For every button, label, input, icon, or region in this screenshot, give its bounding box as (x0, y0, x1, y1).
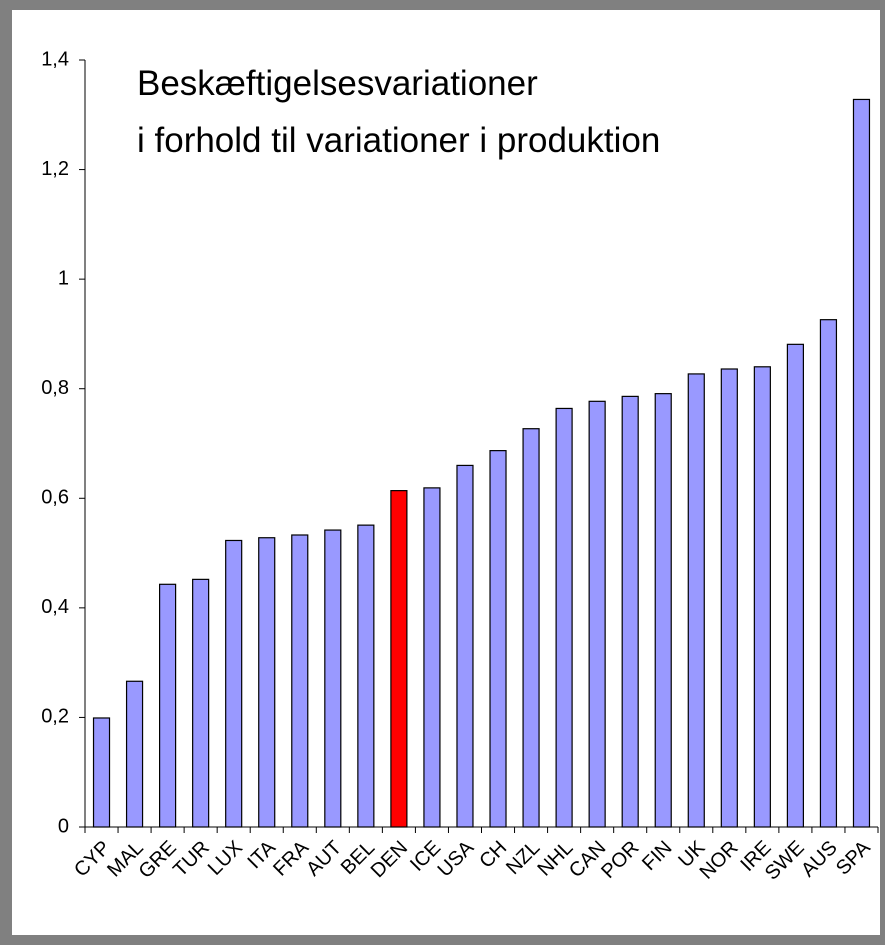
y-tick-label: 0,8 (41, 377, 69, 399)
bar (291, 534, 309, 828)
bar (159, 583, 177, 828)
bar (786, 343, 804, 828)
bar (555, 407, 573, 828)
bar (588, 400, 606, 828)
bar (324, 529, 342, 828)
y-tick-label: 0,6 (41, 487, 69, 509)
bar (192, 578, 210, 828)
y-tick-label: 1,4 (41, 48, 69, 70)
y-tick-label: 0,2 (41, 706, 69, 728)
bar (522, 428, 540, 828)
y-tick-label: 0,4 (41, 596, 69, 618)
bar (258, 537, 276, 828)
bar (456, 464, 474, 828)
bar (225, 539, 243, 828)
bar (489, 450, 507, 828)
bar (687, 373, 705, 828)
chart-title: i forhold til variationer i produktion (137, 121, 660, 160)
bar (423, 487, 441, 828)
bar (621, 395, 639, 828)
y-tick-label: 1 (58, 267, 69, 289)
bar (357, 524, 375, 828)
bar (92, 717, 111, 828)
bar (852, 98, 871, 828)
y-tick-label: 0 (58, 815, 69, 837)
bar (125, 680, 144, 828)
y-tick-label: 1,2 (41, 158, 69, 180)
bar (390, 490, 408, 828)
chart-title: Beskæftigelsesvariationer (137, 64, 538, 103)
bar (654, 393, 672, 828)
bar (720, 368, 738, 828)
bar (753, 366, 771, 828)
bar (819, 319, 838, 828)
